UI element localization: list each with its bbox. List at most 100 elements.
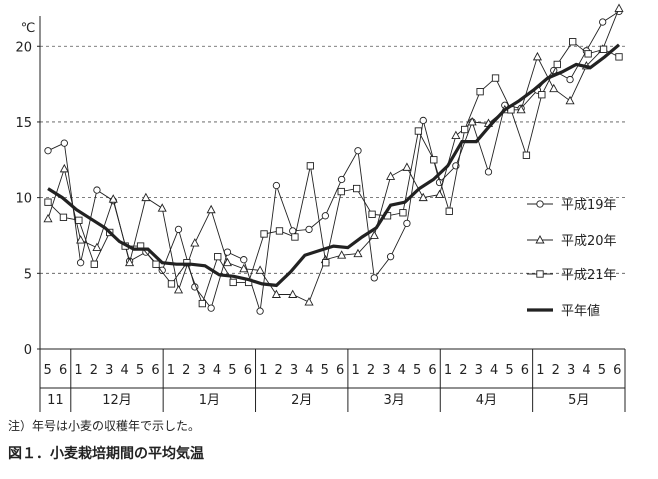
series-line-平成20年 — [47, 8, 620, 303]
data-point-circle — [272, 181, 281, 190]
x-tick-label-period: 2 — [274, 363, 282, 378]
legend-marker-triangle — [535, 235, 545, 244]
x-tick-label-month: 12月 — [102, 393, 132, 408]
data-point-triangle — [141, 192, 151, 202]
data-point-circle — [354, 147, 362, 155]
data-point-triangle — [125, 257, 135, 267]
x-tick-label-month: 1月 — [199, 393, 220, 408]
data-point-circle — [93, 186, 101, 194]
data-point-square — [414, 127, 423, 135]
data-point-triangle — [467, 117, 477, 126]
data-point-triangle — [516, 104, 526, 114]
legend-marker-circle — [536, 200, 544, 208]
x-tick-label-period: 3 — [290, 363, 298, 378]
data-point-square — [553, 60, 561, 69]
x-tick-label-month: 5月 — [568, 393, 589, 408]
x-tick-label-period: 4 — [582, 363, 590, 378]
data-point-circle — [599, 18, 607, 26]
data-point-square — [90, 260, 98, 268]
data-point-triangle — [59, 163, 69, 173]
data-point-square — [198, 299, 206, 308]
data-point-circle — [174, 225, 183, 234]
x-tick-label-period: 2 — [552, 363, 560, 378]
x-tick-label-month: 4月 — [476, 393, 497, 408]
data-point-triangle — [337, 250, 347, 259]
data-point-circle — [484, 168, 493, 176]
legend-label: 平年値 — [561, 303, 600, 319]
data-point-square — [538, 91, 546, 99]
x-tick-label-period: 6 — [428, 363, 436, 378]
y-unit-label: ℃ — [21, 21, 36, 36]
x-tick-label-period: 4 — [121, 363, 129, 378]
data-point-square — [430, 156, 438, 164]
data-point-circle — [419, 116, 427, 125]
data-point-circle — [321, 212, 329, 220]
y-tick-label: 5 — [24, 267, 32, 282]
data-point-square — [291, 233, 299, 241]
data-point-triangle — [271, 289, 281, 298]
data-point-square — [599, 45, 608, 53]
data-point-square — [584, 50, 592, 58]
y-tick-label: 0 — [24, 343, 32, 358]
data-point-square — [306, 162, 315, 170]
x-tick-label-period: 4 — [490, 363, 498, 378]
data-point-square — [214, 253, 222, 261]
data-point-triangle — [418, 192, 428, 202]
data-point-square — [322, 259, 330, 267]
data-point-circle — [403, 219, 411, 228]
data-point-square — [167, 280, 176, 288]
series-line-平成21年 — [47, 41, 620, 305]
data-point-square — [229, 278, 237, 287]
chart-note: 注）年号は小麦の収穫年で示した。 — [8, 419, 201, 433]
data-point-triangle — [222, 257, 233, 267]
legend-marker-square — [536, 270, 544, 278]
x-tick-label-period: 1 — [536, 363, 544, 378]
data-point-triangle — [304, 297, 314, 306]
x-tick-label-period: 6 — [151, 363, 159, 378]
x-tick-label-period: 5 — [228, 363, 236, 378]
data-point-triangle — [108, 194, 118, 203]
data-point-triangle — [386, 171, 396, 180]
x-tick-label-month: 3月 — [383, 393, 404, 408]
data-point-triangle — [173, 285, 184, 294]
legend-label: 平成21年 — [561, 268, 617, 283]
data-point-square — [275, 227, 284, 235]
data-point-square — [337, 187, 345, 196]
data-point-square — [152, 260, 160, 268]
x-tick-label-period: 3 — [567, 363, 575, 378]
x-tick-label-period: 5 — [321, 363, 329, 378]
data-point-triangle — [369, 230, 379, 239]
x-tick-label-month: 11 — [47, 393, 64, 408]
figure-caption: 図１．小麦栽培期間の平均気温 — [8, 446, 204, 462]
x-tick-label-period: 1 — [444, 363, 452, 378]
x-tick-label-period: 1 — [259, 363, 267, 378]
x-tick-label-period: 2 — [182, 363, 190, 378]
x-tick-label-period: 2 — [90, 363, 98, 378]
data-point-triangle — [190, 238, 200, 247]
data-point-triangle — [614, 3, 624, 12]
data-point-square — [75, 216, 83, 224]
data-point-square — [522, 151, 531, 159]
data-point-circle — [566, 75, 574, 84]
data-point-circle — [386, 253, 395, 261]
data-point-square — [368, 210, 376, 218]
x-tick-label-period: 3 — [382, 363, 390, 378]
x-tick-label-period: 1 — [351, 363, 359, 378]
data-point-square — [352, 184, 361, 193]
x-tick-label-period: 1 — [167, 363, 175, 378]
x-tick-label-period: 3 — [105, 363, 113, 378]
series-line-平年値 — [47, 43, 621, 288]
x-tick-label-period: 6 — [336, 363, 344, 378]
x-tick-label-period: 6 — [59, 363, 67, 378]
data-point-square — [445, 207, 453, 215]
data-point-triangle — [43, 213, 53, 223]
data-point-triangle — [549, 83, 559, 93]
data-point-circle — [338, 175, 346, 184]
x-tick-label-period: 2 — [459, 363, 467, 378]
x-tick-label-period: 6 — [244, 363, 252, 378]
data-point-square — [615, 53, 623, 61]
data-point-circle — [76, 259, 85, 267]
data-point-triangle — [451, 130, 461, 140]
data-point-triangle — [434, 189, 445, 199]
